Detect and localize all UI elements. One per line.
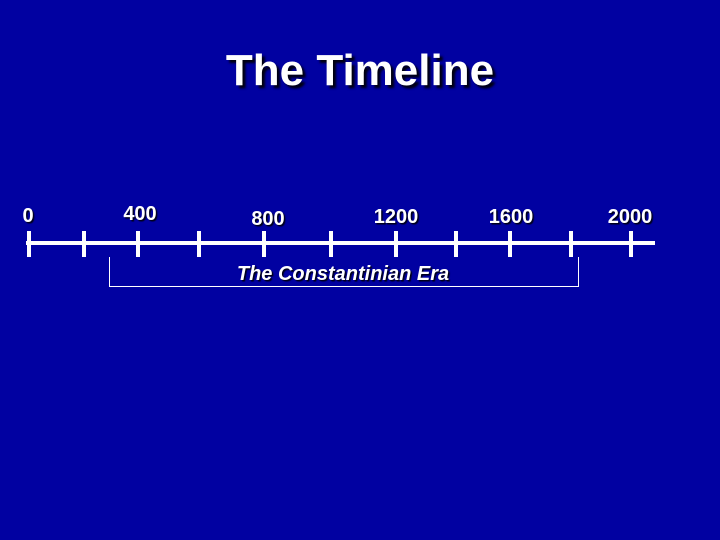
timeline-tick-label-1600: 1600 <box>488 206 534 228</box>
timeline-tick-year-1000 <box>329 231 333 257</box>
timeline-tick-label-400: 400 <box>123 203 157 225</box>
timeline-tick-label-1200: 1200 <box>373 206 419 228</box>
timeline-tick-year-0 <box>27 231 31 257</box>
timeline-tick-label-2000: 2000 <box>607 206 653 228</box>
timeline-tick-label-0: 0 <box>22 205 34 227</box>
timeline-tick-label-800: 800 <box>251 208 285 230</box>
slide-title: The Timeline <box>225 46 495 95</box>
timeline-axis-line <box>26 241 655 245</box>
timeline-tick-year-1600 <box>508 231 512 257</box>
timeline-tick-year-1800 <box>569 231 573 257</box>
timeline-tick-year-600 <box>197 231 201 257</box>
timeline-tick-year-1200 <box>394 231 398 257</box>
timeline-tick-year-200 <box>82 231 86 257</box>
timeline-tick-year-2000 <box>629 231 633 257</box>
timeline-tick-year-1400 <box>454 231 458 257</box>
timeline-tick-year-800 <box>262 231 266 257</box>
era-label: The Constantinian Era <box>236 263 450 285</box>
timeline-tick-year-400 <box>136 231 140 257</box>
era-bracket <box>109 257 579 287</box>
